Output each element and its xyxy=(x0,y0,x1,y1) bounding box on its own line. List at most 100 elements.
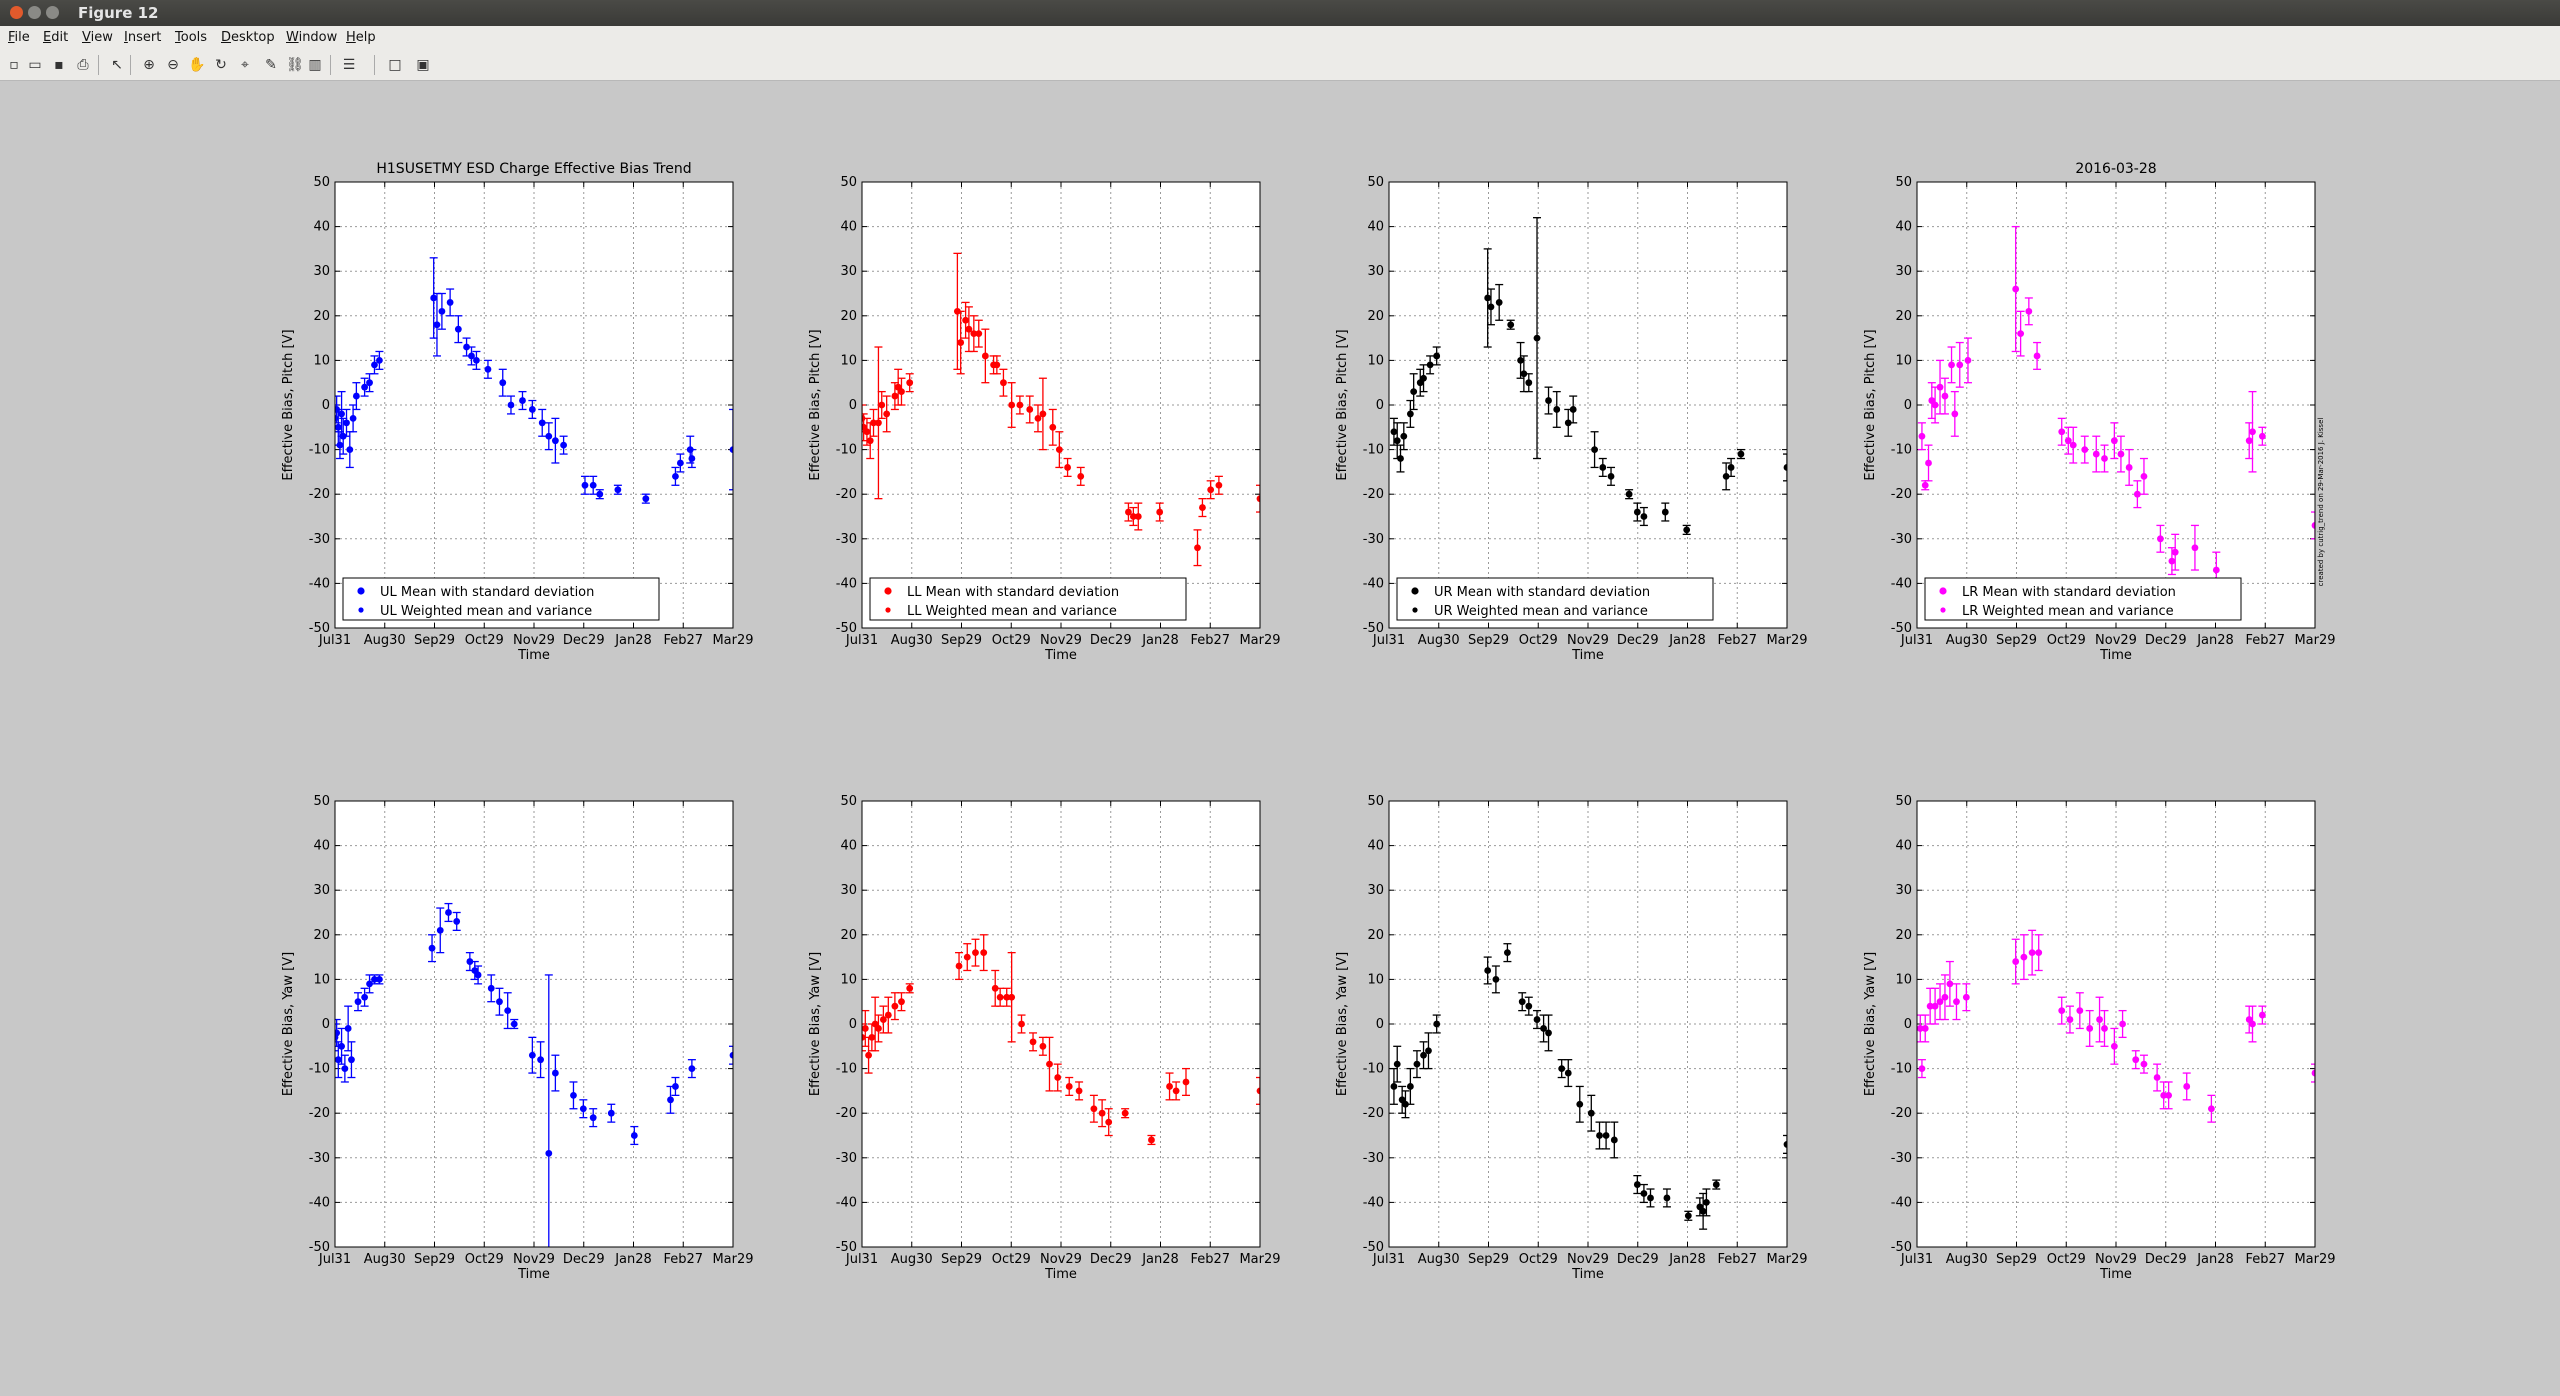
data-point xyxy=(1558,1065,1566,1072)
legend[interactable]: LL Mean with standard deviation LL Weight… xyxy=(869,577,1187,621)
data-point xyxy=(2249,428,2256,436)
legend-icon[interactable]: ☰ xyxy=(342,57,356,73)
y-tick-label: 30 xyxy=(1895,264,1912,279)
arrow-select-icon[interactable]: ↖ xyxy=(111,57,123,73)
data-point xyxy=(487,984,495,992)
data-point xyxy=(596,490,604,498)
zoom-out-icon[interactable]: ⊖ xyxy=(167,57,179,73)
data-point xyxy=(1703,1199,1710,1206)
legend[interactable]: UL Mean with standard deviation UL Weight… xyxy=(342,577,660,621)
menu-file[interactable]: File xyxy=(8,30,30,45)
legend[interactable]: LR Mean with standard deviation LR Weight… xyxy=(1924,577,2242,621)
x-tick-label: Aug30 xyxy=(364,1252,406,1267)
y-axis-label: Effective Bias, Yaw [V] xyxy=(1863,952,1878,1096)
data-point xyxy=(1034,414,1042,422)
data-point xyxy=(1134,513,1142,520)
y-tick-label: 10 xyxy=(313,972,330,987)
link-plot-icon[interactable]: ⛓ xyxy=(286,57,304,73)
data-point xyxy=(589,481,597,489)
legend-entry: LR Mean with standard deviation xyxy=(1962,585,2176,600)
y-tick-label: -30 xyxy=(309,532,330,547)
y-tick-label: -30 xyxy=(1363,532,1384,547)
minimize-window-icon[interactable] xyxy=(28,6,41,19)
data-point xyxy=(729,446,733,453)
show-plot-tools-icon[interactable]: ▣ xyxy=(416,57,430,73)
y-axis-label: Effective Bias, Yaw [V] xyxy=(808,952,823,1096)
axes-box xyxy=(334,181,734,629)
data-point xyxy=(1008,401,1016,409)
data-point xyxy=(1393,437,1401,445)
data-point xyxy=(438,307,446,315)
data-series xyxy=(335,902,733,1247)
zoom-in-icon[interactable]: ⊕ xyxy=(143,57,155,73)
rotate-3d-icon[interactable]: ↻ xyxy=(215,57,227,73)
y-tick-label: 10 xyxy=(313,353,330,368)
data-point xyxy=(1640,513,1648,520)
data-point xyxy=(361,383,369,391)
axes-box xyxy=(1916,181,2316,629)
y-tick-label: 20 xyxy=(1895,928,1912,943)
open-file-icon[interactable]: ▭ xyxy=(28,57,42,73)
data-point xyxy=(1075,1087,1083,1095)
colorbar-icon[interactable]: ▥ xyxy=(308,57,322,73)
print-icon[interactable]: ⎙ xyxy=(77,57,89,73)
pan-hand-icon[interactable]: ✋ xyxy=(188,57,206,73)
x-tick-label: Jul31 xyxy=(845,633,878,648)
y-tick-label: -50 xyxy=(1891,1240,1912,1255)
menu-tools[interactable]: Tools xyxy=(175,30,208,45)
menu-help[interactable]: Help xyxy=(346,30,376,45)
data-point xyxy=(2258,1011,2266,1019)
window-title: Figure 12 xyxy=(78,4,159,22)
data-point xyxy=(1507,321,1515,329)
data-point xyxy=(1941,993,1949,1001)
x-axis-label: Time xyxy=(2099,1267,2132,1282)
data-point xyxy=(1484,294,1492,302)
y-tick-label: -50 xyxy=(836,621,857,636)
x-tick-label: Jan28 xyxy=(1668,1252,1706,1267)
data-point xyxy=(1533,1016,1541,1023)
legend-marker xyxy=(884,587,892,595)
menu-edit[interactable]: Edit xyxy=(43,30,69,45)
data-point xyxy=(883,410,891,418)
data-point xyxy=(1026,406,1034,413)
maximize-window-icon[interactable] xyxy=(46,6,59,19)
menu-insert[interactable]: Insert xyxy=(124,30,162,45)
y-tick-label: -10 xyxy=(309,1062,330,1077)
data-point xyxy=(1948,361,1955,369)
brush-icon[interactable]: ✎ xyxy=(265,57,277,73)
data-point xyxy=(570,1091,577,1099)
data-point xyxy=(1215,481,1223,489)
data-point xyxy=(875,1025,882,1032)
x-tick-label: Mar29 xyxy=(2294,633,2335,648)
data-point xyxy=(1596,1132,1603,1139)
data-point xyxy=(335,1029,341,1037)
menu-view[interactable]: View xyxy=(82,30,113,45)
data-cursor-icon[interactable]: ⌖ xyxy=(241,57,249,73)
new-figure-icon[interactable]: ▫ xyxy=(9,57,19,73)
x-tick-label: Dec29 xyxy=(1617,1252,1659,1267)
y-tick-label: -20 xyxy=(1363,487,1384,502)
data-point xyxy=(1647,1194,1654,1202)
data-point xyxy=(2081,446,2089,453)
data-point xyxy=(454,325,462,333)
data-point xyxy=(1129,513,1137,520)
x-tick-label: Dec29 xyxy=(1090,1252,1132,1267)
data-point xyxy=(1926,1002,1934,1010)
data-point xyxy=(2119,1020,2126,1028)
close-window-icon[interactable] xyxy=(10,6,23,19)
data-point xyxy=(466,958,474,965)
data-point xyxy=(963,953,971,961)
save-icon[interactable]: ▪ xyxy=(54,57,64,73)
menu-window[interactable]: Window xyxy=(286,30,338,45)
data-point xyxy=(2033,352,2041,360)
y-tick-label: -40 xyxy=(1363,1195,1384,1210)
legend[interactable]: UR Mean with standard deviation UR Weight… xyxy=(1396,577,1714,621)
data-point xyxy=(1953,998,1960,1006)
y-tick-label: 40 xyxy=(1367,220,1384,235)
data-point xyxy=(1545,1029,1552,1037)
data-point xyxy=(2140,472,2148,480)
hide-plot-tools-icon[interactable]: □ xyxy=(388,57,402,73)
y-tick-label: 30 xyxy=(840,264,857,279)
menu-desktop[interactable]: Desktop xyxy=(221,30,275,45)
data-point xyxy=(2311,1069,2315,1077)
